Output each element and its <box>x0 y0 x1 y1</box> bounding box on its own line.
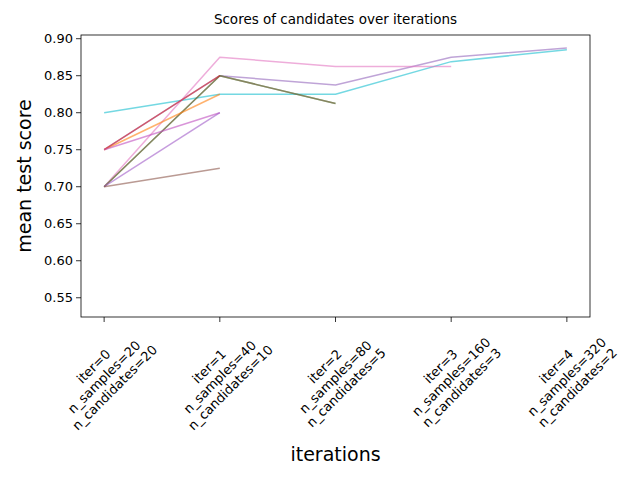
y-axis-label: mean test score <box>13 99 35 253</box>
x-tick-label: iter=2n_samples=80n_candidates=5 <box>282 324 388 430</box>
candidate-line <box>104 48 567 150</box>
x-tick-label: iter=0n_samples=20n_candidates=20 <box>48 321 160 433</box>
candidate-line <box>104 168 220 187</box>
y-tick-label: 0.60 <box>44 253 73 268</box>
x-tick-label-group: iter=0n_samples=20n_candidates=20 <box>48 321 160 433</box>
x-tick-label-group: iter=1n_samples=40n_candidates=10 <box>164 321 276 433</box>
x-tick-label-group: iter=3n_samples=160n_candidates=3 <box>398 324 504 430</box>
x-tick-label: iter=3n_samples=160n_candidates=3 <box>398 324 504 430</box>
x-tick-label-group: iter=2n_samples=80n_candidates=5 <box>282 324 388 430</box>
x-tick <box>451 317 452 322</box>
x-axis-label: iterations <box>290 443 380 465</box>
x-tick-label-line: n_candidates=2 <box>535 345 620 430</box>
x-tick-label: iter=4n_samples=320n_candidates=2 <box>514 324 620 430</box>
x-tick <box>219 317 220 322</box>
candidate-line <box>104 76 335 187</box>
x-tick-label-line: n_candidates=3 <box>419 345 504 430</box>
candidate-line <box>104 113 220 187</box>
y-tick <box>76 75 81 76</box>
x-tick-label-line: n_candidates=5 <box>304 345 389 430</box>
candidate-line <box>104 57 451 187</box>
y-tick <box>76 186 81 187</box>
x-tick-label-line: n_candidates=10 <box>185 342 276 433</box>
candidate-line <box>104 94 220 150</box>
y-tick-label: 0.55 <box>44 290 73 305</box>
x-tick <box>335 317 336 322</box>
x-tick-label-line: n_candidates=20 <box>69 342 160 433</box>
y-tick <box>76 149 81 150</box>
y-tick <box>76 112 81 113</box>
x-tick-label: iter=1n_samples=40n_candidates=10 <box>164 321 276 433</box>
chart: 0.55 0.60 0.65 0.70 0.75 0.80 0.85 0.90 iter=0n_… <box>0 0 640 480</box>
y-tick-label: 0.90 <box>44 31 73 46</box>
y-tick-label: 0.75 <box>44 142 73 157</box>
lines <box>104 48 567 187</box>
title: Scores of candidates over iterations <box>214 11 457 27</box>
y-tick <box>76 38 81 39</box>
x-tick <box>566 317 567 322</box>
plot-frame <box>81 35 590 317</box>
x-tick-label-group: iter=4n_samples=320n_candidates=2 <box>514 324 620 430</box>
y-tick-label: 0.85 <box>44 68 73 83</box>
candidate-line <box>104 76 220 150</box>
candidate-line <box>104 113 220 150</box>
y-tick <box>76 260 81 261</box>
candidate-line <box>104 76 335 187</box>
y-tick-label: 0.80 <box>44 105 73 120</box>
y-tick-label: 0.65 <box>44 216 73 231</box>
background <box>0 0 640 480</box>
y-tick <box>76 297 81 298</box>
y-tick-label: 0.70 <box>44 179 73 194</box>
x-tick <box>104 317 105 322</box>
y-tick <box>76 223 81 224</box>
